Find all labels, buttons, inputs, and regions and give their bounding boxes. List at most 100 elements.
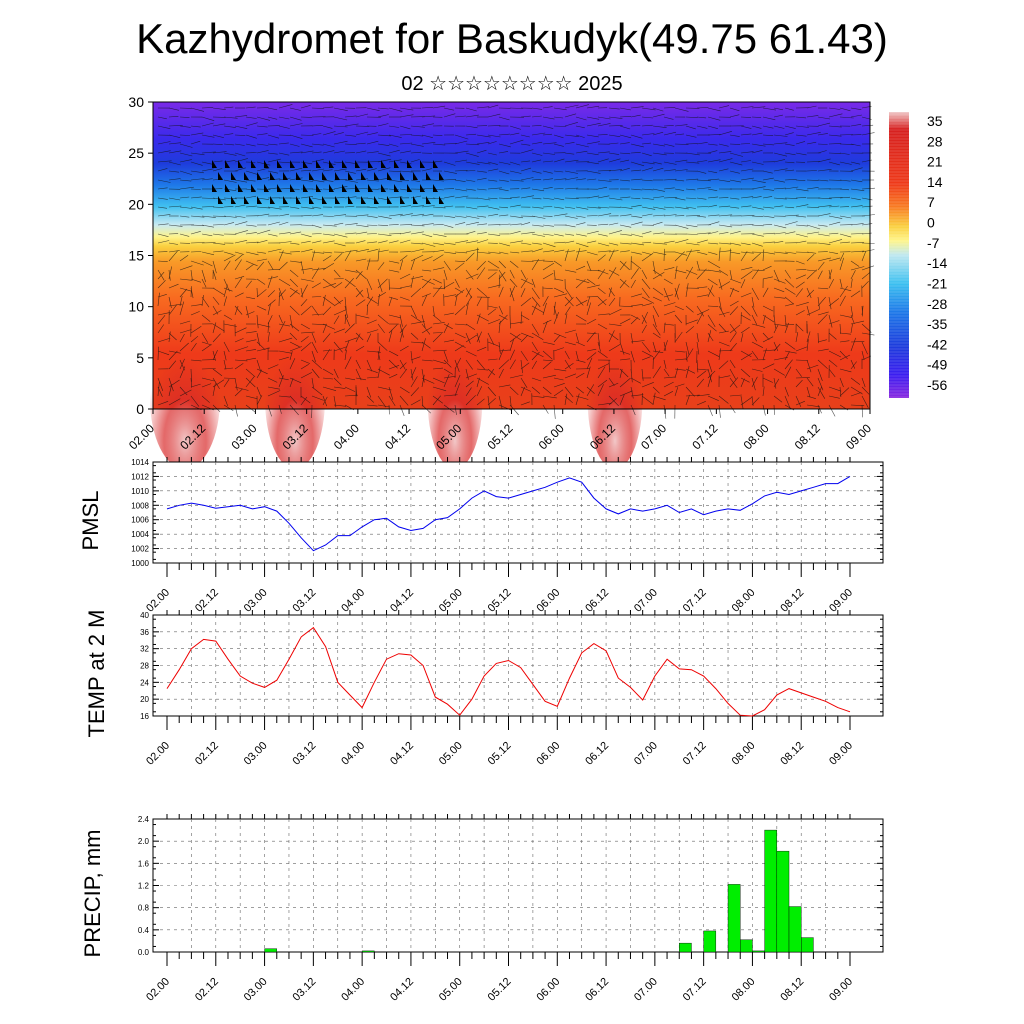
wind-vector [828, 368, 836, 378]
wind-vector [157, 292, 160, 307]
wind-vector [421, 326, 433, 334]
wind-vector [300, 150, 314, 154]
wind-vector [212, 404, 221, 413]
wind-vector [234, 251, 245, 255]
wind-vector [344, 179, 358, 183]
wind-vector [410, 341, 424, 344]
wind-vector [575, 332, 579, 343]
wind-vector [685, 134, 697, 138]
wind-vector [333, 341, 343, 353]
wind-vector [366, 249, 378, 253]
wind-vector [729, 170, 740, 174]
wind-vector [597, 170, 611, 172]
wind-vector [718, 232, 729, 235]
wind-vector [795, 260, 805, 265]
wind-vector [454, 262, 465, 271]
wind-vector [377, 107, 389, 110]
wind-vector [289, 358, 296, 370]
wind-vector [256, 240, 268, 244]
wind-vector [410, 231, 424, 235]
wind-vector [278, 161, 292, 164]
wind-vector [432, 143, 446, 146]
wind-vector [465, 248, 480, 253]
wind-vector [201, 233, 213, 237]
wind-vector [454, 323, 467, 326]
wind-vector [861, 280, 869, 289]
wind-vector [608, 197, 623, 201]
wind-vector [586, 296, 599, 298]
wind-vector [157, 197, 168, 200]
wind-vector [839, 295, 846, 307]
wind-vector [762, 125, 774, 129]
wind-vector [278, 278, 291, 287]
wind-vector [630, 242, 645, 246]
wind-vector [366, 168, 377, 172]
wind-vector [861, 242, 875, 244]
wind-vector [201, 278, 207, 288]
wind-vector [575, 150, 588, 154]
wind-vector [366, 224, 378, 226]
wind-vector [718, 305, 726, 318]
wind-vector [509, 251, 520, 254]
wind-vector [454, 159, 468, 163]
y-axis-title: PMSL [78, 491, 103, 551]
wind-vector [278, 250, 284, 262]
wind-vector [817, 197, 832, 200]
wind-vector [740, 314, 751, 321]
wind-vector [322, 179, 334, 182]
wind-vector [575, 178, 586, 181]
wind-flags [212, 160, 444, 204]
wind-flag [212, 160, 217, 168]
wind-vector [663, 197, 678, 199]
wind-vector [696, 368, 709, 371]
wind-vector [773, 269, 780, 283]
wind-vector [784, 359, 793, 370]
wind-vector [190, 377, 192, 388]
wind-vector [718, 131, 732, 136]
wind-vector [652, 392, 656, 406]
wind-vector [839, 152, 850, 155]
wind-vector [157, 240, 170, 244]
wind-vector [278, 356, 289, 361]
wind-vector [300, 224, 314, 226]
wind-vector [399, 134, 412, 136]
wind-vector [795, 346, 808, 352]
wind-vector [168, 170, 180, 173]
wind-vector [597, 134, 608, 136]
wind-vector [828, 350, 842, 358]
wind-vector [267, 158, 281, 163]
wind-vector [619, 368, 623, 379]
wind-vector [685, 319, 698, 325]
wind-vector [575, 250, 587, 253]
wind-vector [256, 369, 263, 379]
wind-vector [608, 267, 617, 280]
wind-vector [773, 357, 788, 361]
wind-vector [366, 296, 378, 304]
wind-vector [795, 395, 802, 408]
wind-vector [300, 105, 311, 109]
wind-vector [619, 350, 630, 355]
wind-flag [381, 184, 386, 192]
wind-vector [762, 249, 765, 262]
wind-vector [641, 124, 653, 127]
wind-vector [234, 152, 246, 157]
wind-vector [443, 323, 453, 330]
wind-vector [355, 131, 369, 136]
wind-vector [432, 134, 443, 136]
wind-vector [553, 311, 559, 325]
wind-vector [707, 143, 718, 146]
x-tick-label: 05.12 [486, 976, 514, 1004]
wind-vector [454, 404, 457, 415]
wind-vector [773, 232, 786, 235]
wind-vector [399, 324, 407, 334]
wind-vector [674, 367, 679, 379]
wind-vector [839, 354, 851, 361]
wind-vector [421, 123, 434, 127]
colorbar-label: -7 [927, 235, 940, 251]
wind-vector [696, 142, 708, 145]
wind-vector [179, 320, 191, 325]
wind-flag [303, 184, 308, 192]
wind-vector [652, 221, 663, 226]
y-tick-label: 10 [128, 299, 144, 315]
wind-vector [762, 363, 775, 370]
